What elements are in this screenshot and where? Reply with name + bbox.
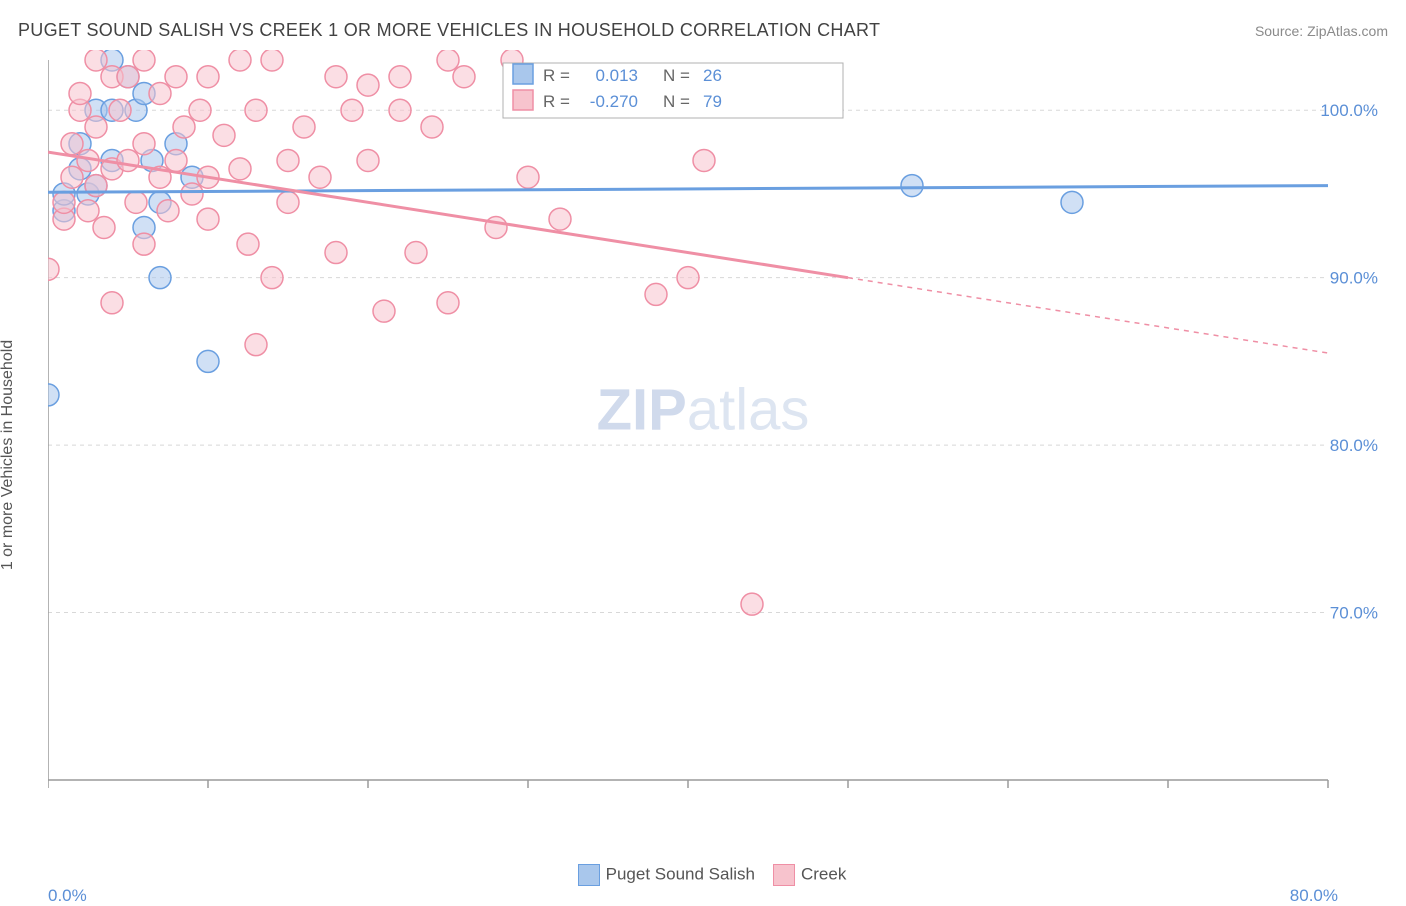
svg-text:79: 79	[703, 92, 722, 111]
svg-text:80.0%: 80.0%	[1330, 436, 1378, 455]
bottom-legend: Puget Sound Salish Creek	[0, 864, 1406, 886]
source-link[interactable]: ZipAtlas.com	[1307, 23, 1388, 39]
svg-text:90.0%: 90.0%	[1330, 269, 1378, 288]
legend-label: Puget Sound Salish	[606, 864, 755, 883]
svg-text:R =: R =	[543, 92, 570, 111]
svg-text:100.0%: 100.0%	[1320, 101, 1378, 120]
legend-swatch	[578, 864, 600, 886]
legend-label: Creek	[801, 864, 846, 883]
svg-text:-0.270: -0.270	[590, 92, 638, 111]
y-axis-label: 1 or more Vehicles in Household	[0, 340, 17, 570]
svg-text:26: 26	[703, 66, 722, 85]
svg-text:70.0%: 70.0%	[1330, 604, 1378, 623]
chart-container: 70.0% 80.0% 90.0% 100.0% R = 0.013 N = 26 R = -0.…	[48, 50, 1388, 820]
svg-text:N =: N =	[663, 66, 690, 85]
legend-swatch	[773, 864, 795, 886]
svg-text:R =: R =	[543, 66, 570, 85]
chart-title: PUGET SOUND SALISH VS CREEK 1 OR MORE VE…	[18, 20, 880, 41]
scatter-chart: 70.0% 80.0% 90.0% 100.0% R = 0.013 N = 26 R = -0.…	[48, 50, 1388, 820]
source-attribution: Source: ZipAtlas.com	[1255, 23, 1388, 39]
svg-text:0.013: 0.013	[595, 66, 638, 85]
svg-text:N =: N =	[663, 92, 690, 111]
